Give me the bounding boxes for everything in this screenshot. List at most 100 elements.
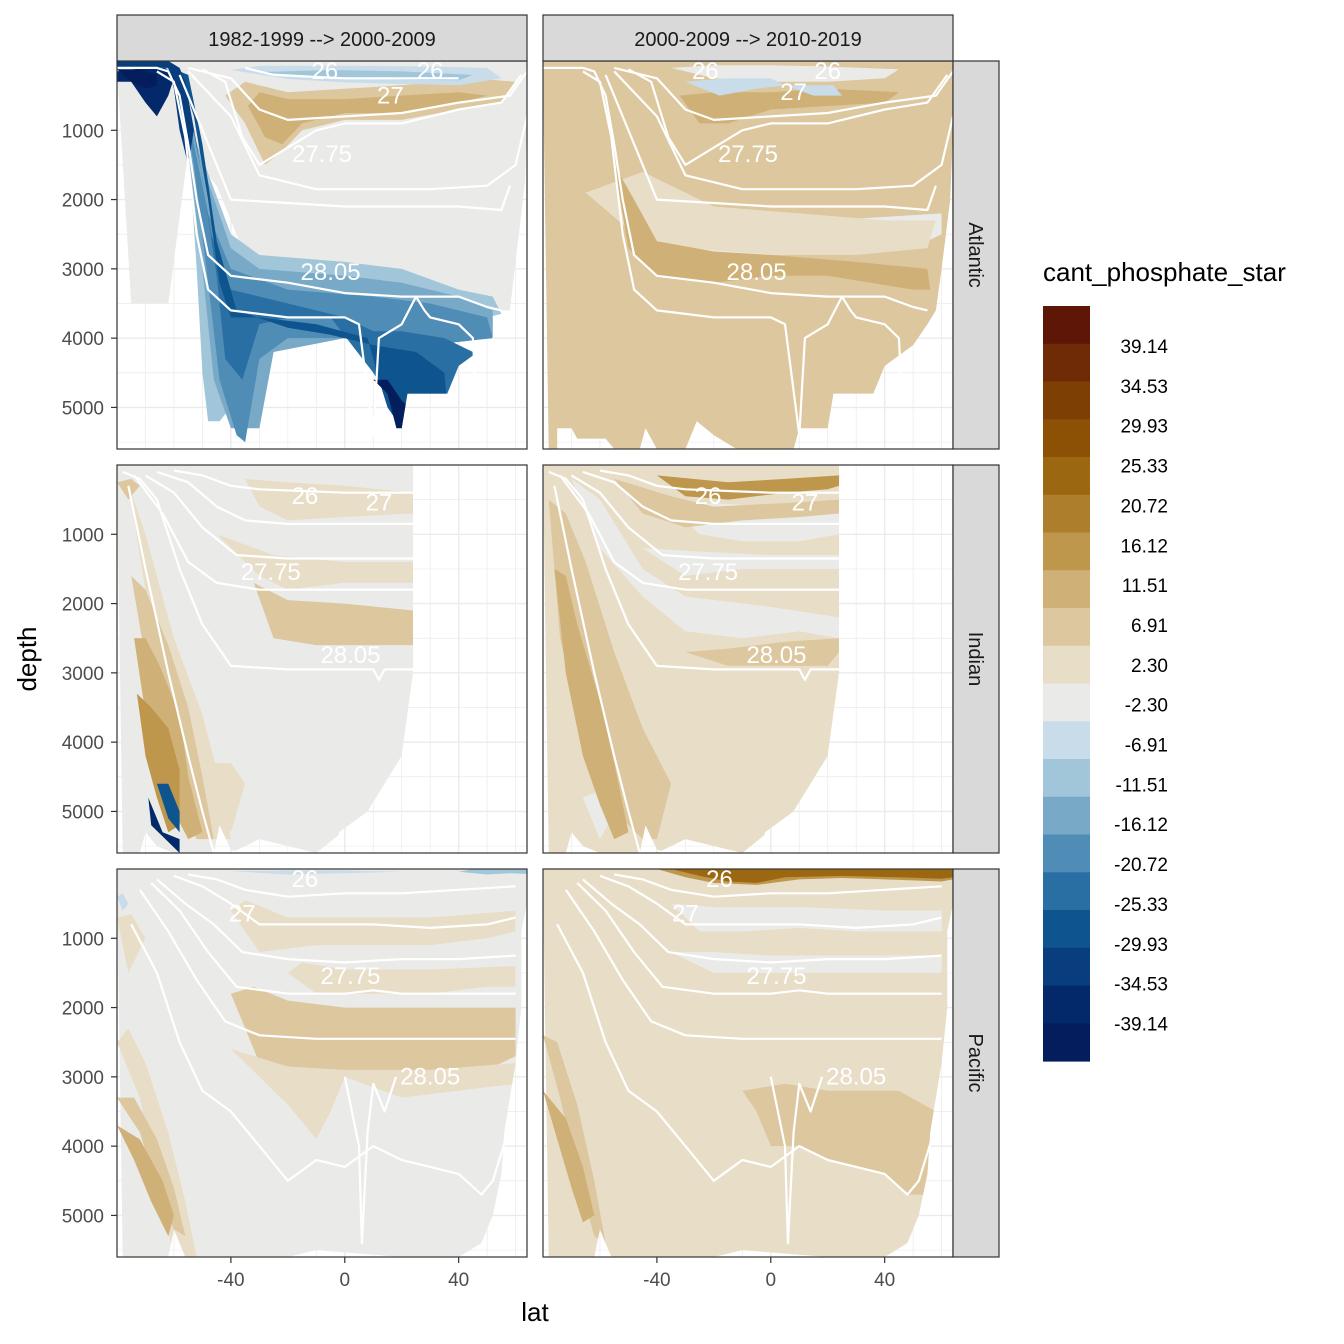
y-tick-label: 3000 bbox=[62, 1068, 104, 1089]
legend-label: 16.12 bbox=[1120, 536, 1168, 557]
filled-contours bbox=[117, 869, 527, 1257]
legend-swatch bbox=[1043, 985, 1090, 1024]
contour-fill-band bbox=[202, 762, 246, 833]
contour-label: 28.05 bbox=[727, 259, 787, 286]
contour-fill-band bbox=[287, 962, 516, 994]
density-contour-line bbox=[187, 66, 527, 121]
contour-fill-band bbox=[230, 870, 402, 875]
density-contour-line bbox=[117, 66, 502, 312]
panel-ind-1: 26 27 27.75 28.05 bbox=[117, 465, 527, 853]
contour-fill-band bbox=[671, 65, 899, 82]
x-axis-title: lat bbox=[521, 1297, 549, 1327]
contour-fill-band bbox=[543, 1090, 595, 1223]
density-contour-line bbox=[122, 470, 414, 681]
filled-contours bbox=[543, 465, 840, 853]
density-contour-line bbox=[188, 873, 516, 898]
contour-fill-band bbox=[554, 568, 629, 840]
contour-fill-band bbox=[742, 1083, 942, 1195]
contour-label: 27 bbox=[366, 490, 393, 517]
row-strip bbox=[952, 868, 1000, 1258]
density-contour-line bbox=[604, 74, 937, 212]
contour-label: 27.75 bbox=[292, 141, 352, 168]
contour-fill-band bbox=[117, 914, 146, 973]
density-contours bbox=[548, 469, 840, 853]
density-contour-line bbox=[614, 873, 942, 898]
legend-label: 39.14 bbox=[1120, 337, 1168, 358]
panel-border bbox=[116, 868, 528, 1258]
y-axis-title: depth bbox=[12, 626, 42, 691]
filled-contours bbox=[543, 61, 953, 449]
x-tick-label: 0 bbox=[339, 1270, 350, 1291]
contour-label: 26 bbox=[706, 866, 733, 893]
contour-fill-band bbox=[679, 88, 899, 124]
contour-label: 28.05 bbox=[746, 642, 806, 669]
legend-swatch bbox=[1043, 796, 1090, 836]
legend-swatch bbox=[1043, 494, 1090, 534]
y-tick-label: 4000 bbox=[62, 733, 104, 754]
legend-label: -11.51 bbox=[1116, 775, 1168, 796]
density-contour-line bbox=[599, 469, 840, 494]
legend-swatch bbox=[1043, 759, 1090, 798]
column-strip-label: 1982-1999 --> 2000-2009 bbox=[208, 29, 435, 51]
legend-swatch bbox=[1043, 947, 1090, 987]
contour-fill-band bbox=[117, 61, 527, 311]
y-tick-label: 1000 bbox=[62, 121, 104, 142]
y-tick-label: 5000 bbox=[62, 398, 104, 419]
density-contour-line bbox=[173, 874, 516, 929]
legend-swatch bbox=[1043, 343, 1090, 383]
density-contours bbox=[556, 873, 942, 1245]
contour-fill-band bbox=[685, 78, 785, 96]
x-tick-label: -40 bbox=[217, 1270, 244, 1291]
density-contour-line bbox=[599, 874, 942, 929]
legend-label: -29.93 bbox=[1114, 935, 1168, 956]
density-contour-line bbox=[156, 470, 414, 525]
row-strip-label: Atlantic bbox=[964, 222, 986, 288]
contour-fill-band bbox=[230, 986, 516, 1074]
panel-ind-2: 26 27 27.75 28.05 bbox=[543, 465, 953, 853]
density-contour-line bbox=[543, 66, 928, 312]
density-contour-line bbox=[576, 882, 942, 995]
legend-swatch bbox=[1043, 872, 1090, 911]
row-strip bbox=[952, 60, 1000, 450]
legend-label: 29.93 bbox=[1120, 417, 1168, 438]
contour-fill-band bbox=[614, 478, 840, 528]
legend-swatch bbox=[1043, 910, 1090, 949]
y-tick-label: 2000 bbox=[62, 191, 104, 212]
row-strip-label: Pacific bbox=[964, 1034, 986, 1093]
legend-label: -39.14 bbox=[1114, 1014, 1168, 1035]
legend-label: 11.51 bbox=[1122, 576, 1168, 597]
contour-label: 27.75 bbox=[746, 963, 806, 990]
legend-title: cant_phosphate_star bbox=[1043, 257, 1286, 287]
legend-label: 6.91 bbox=[1131, 616, 1168, 637]
contour-label: 27 bbox=[377, 82, 404, 109]
contour-fill-band bbox=[245, 478, 414, 521]
density-contour-line bbox=[559, 474, 840, 591]
contour-fill-band bbox=[685, 638, 840, 666]
contour-label: 26 bbox=[292, 866, 319, 893]
column-strip-label: 2000-2009 --> 2010-2019 bbox=[634, 29, 861, 51]
density-contour-line bbox=[613, 66, 953, 121]
density-contour-line bbox=[582, 70, 903, 437]
contour-fill-band bbox=[117, 1125, 174, 1237]
y-tick-label: 5000 bbox=[62, 802, 104, 823]
contour-fill-band bbox=[230, 900, 516, 953]
contour-fill-band bbox=[571, 478, 840, 639]
legend-swatch bbox=[1043, 1023, 1090, 1062]
legend-swatch bbox=[1043, 645, 1090, 685]
density-contour-line bbox=[582, 470, 840, 525]
contour-fill-band bbox=[216, 534, 414, 590]
contour-fill-band bbox=[117, 893, 129, 911]
y-tick-label: 2000 bbox=[62, 999, 104, 1020]
density-contour-line bbox=[127, 485, 215, 853]
filled-contours bbox=[543, 869, 953, 1257]
density-contour-line bbox=[178, 74, 511, 212]
y-tick-label: 4000 bbox=[62, 1137, 104, 1158]
legend-label: 25.33 bbox=[1120, 457, 1168, 478]
density-contours bbox=[130, 873, 516, 1245]
y-tick-label: 3000 bbox=[62, 260, 104, 281]
contour-fill-band bbox=[128, 485, 231, 840]
contour-fill-band bbox=[179, 71, 448, 449]
density-contour-line bbox=[156, 70, 477, 437]
density-contour-line bbox=[133, 474, 414, 591]
density-contour-line bbox=[769, 1076, 824, 1245]
